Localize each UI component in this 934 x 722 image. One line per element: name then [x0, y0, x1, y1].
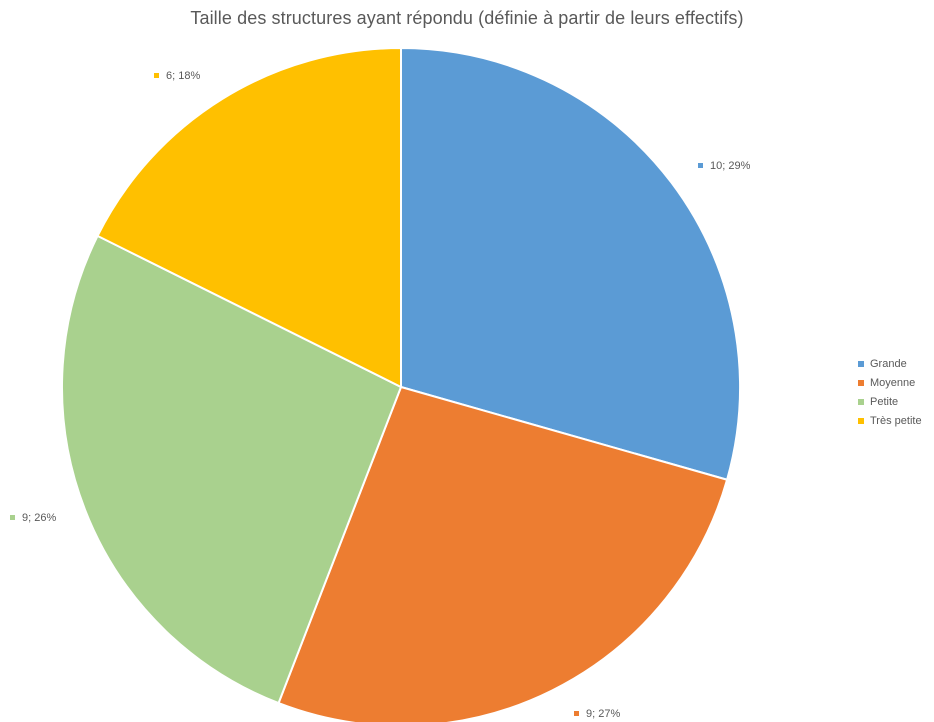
legend-item: Très petite — [858, 411, 922, 430]
data-label-text: 6; 18% — [166, 70, 200, 82]
data-label: 9; 26% — [10, 512, 56, 524]
legend-swatch — [858, 398, 864, 405]
data-label: 9; 27% — [574, 708, 620, 720]
data-label-text: 9; 26% — [22, 512, 56, 524]
legend: Grande Moyenne Petite Très petite — [858, 354, 922, 430]
pie-slice-grande — [400, 47, 741, 481]
data-label: 6; 18% — [154, 70, 200, 82]
legend-label: Moyenne — [870, 376, 916, 389]
pie-slices — [61, 47, 741, 722]
data-label-marker — [154, 73, 159, 78]
legend-item: Petite — [858, 392, 922, 411]
data-label-text: 9; 27% — [586, 708, 620, 720]
legend-swatch — [858, 360, 864, 367]
chart-title: Taille des structures ayant répondu (déf… — [190, 8, 744, 28]
pie-data-labels: 10; 29% 9; 27% 9; 26% 6; 18% — [10, 70, 751, 720]
legend-swatch — [858, 379, 864, 386]
data-label: 10; 29% — [698, 160, 751, 172]
data-label-marker — [574, 711, 579, 716]
pie-slice-moyenne — [277, 386, 729, 722]
legend-label: Petite — [870, 395, 899, 408]
legend-item: Moyenne — [858, 373, 922, 392]
legend-swatch — [858, 417, 864, 424]
pie-slice-petite — [61, 234, 402, 705]
data-label-marker — [698, 163, 703, 168]
pie-slice-très-petite — [96, 47, 402, 388]
legend-label: Grande — [870, 357, 907, 370]
legend-item: Grande — [858, 354, 922, 373]
data-label-marker — [10, 515, 15, 520]
data-label-text: 10; 29% — [710, 160, 751, 172]
legend-label: Très petite — [870, 414, 922, 427]
